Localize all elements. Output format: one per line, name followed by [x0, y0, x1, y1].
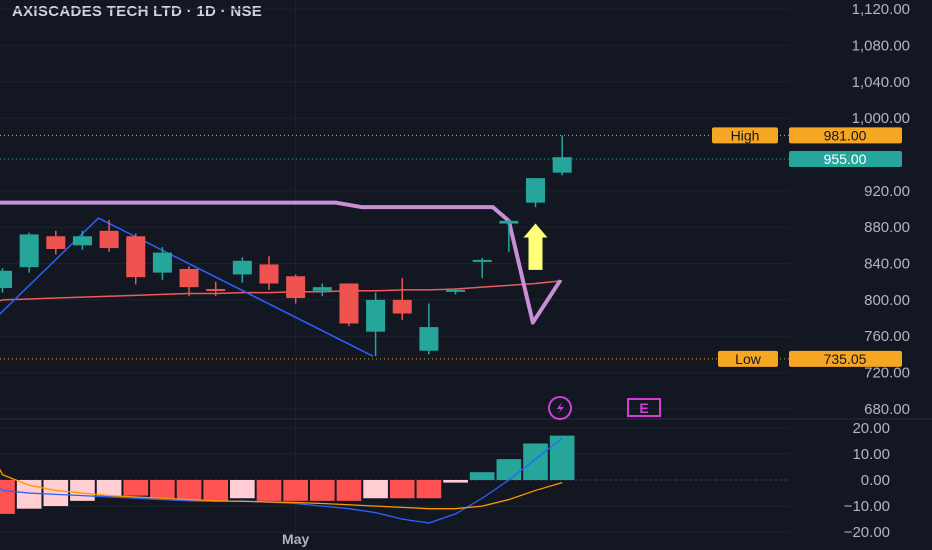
indicator-axis-label: −10.00	[844, 498, 890, 515]
candle-body[interactable]	[392, 299, 412, 314]
candle-body[interactable]	[419, 327, 439, 351]
candle-body[interactable]	[72, 236, 92, 246]
histogram-bar	[469, 472, 495, 480]
candle-body[interactable]	[259, 264, 279, 284]
histogram-bar	[416, 480, 442, 499]
candle-body[interactable]	[499, 220, 519, 224]
histogram-bar	[549, 435, 575, 480]
price-axis-label: 800.00	[864, 292, 910, 309]
histogram-bar	[70, 480, 95, 501]
lightning-icon[interactable]	[548, 396, 572, 420]
x-axis-label-may: May	[282, 531, 309, 547]
candle-body[interactable]	[179, 268, 199, 288]
candle-body[interactable]	[126, 236, 146, 278]
candle-body[interactable]	[366, 299, 386, 332]
price-axis-label: 680.00	[864, 401, 910, 418]
histogram-bar	[443, 480, 468, 483]
histogram-bar	[123, 480, 149, 496]
histogram-bar	[150, 480, 175, 499]
price-axis-label: 760.00	[864, 328, 910, 345]
high-tag-label: High	[731, 127, 760, 143]
high-tag	[712, 127, 778, 144]
earnings-icon[interactable]	[627, 398, 661, 417]
histogram-bar	[309, 480, 335, 501]
trendline[interactable]	[0, 217, 374, 357]
histogram-bar	[496, 459, 522, 480]
histogram-bar	[43, 480, 69, 507]
candle-body[interactable]	[0, 270, 12, 289]
high-value-tag	[789, 127, 902, 144]
histogram-bar	[256, 480, 282, 501]
signal-line	[0, 469, 563, 510]
candle-body[interactable]	[552, 157, 572, 173]
low-value-tag	[789, 350, 902, 367]
high-value-label: 981.00	[824, 127, 867, 143]
price-axis-label: 880.00	[864, 219, 910, 236]
price-axis-label: 920.00	[864, 183, 910, 200]
indicator-axis-label: 20.00	[852, 420, 890, 437]
histogram-bar	[0, 480, 15, 514]
candle-body[interactable]	[19, 234, 39, 268]
candle-body[interactable]	[232, 260, 252, 275]
price-axis-label: 720.00	[864, 365, 910, 382]
candle-body[interactable]	[46, 236, 66, 249]
candle-body[interactable]	[526, 178, 545, 203]
histogram-bar	[523, 443, 548, 480]
candle-body[interactable]	[99, 230, 119, 249]
histogram-bar	[96, 480, 122, 496]
low-tag-label: Low	[735, 351, 762, 367]
candle-body[interactable]	[339, 283, 359, 324]
candle-body[interactable]	[152, 252, 172, 273]
candle-body[interactable]	[206, 288, 226, 291]
moving-average-line	[0, 280, 563, 302]
histogram-bar	[203, 480, 229, 501]
low-value-label: 735.05	[824, 351, 867, 367]
price-axis-label: 1,120.00	[852, 1, 910, 18]
histogram-bar	[283, 480, 308, 501]
earnings-icon-label: E	[639, 400, 648, 416]
candle-body[interactable]	[312, 287, 332, 291]
histogram-bar	[16, 480, 42, 509]
low-tag	[718, 350, 778, 367]
price-axis-label: 1,000.00	[852, 110, 910, 127]
histogram-bar	[230, 480, 255, 499]
up-arrow-icon[interactable]	[523, 223, 548, 270]
level-drawing[interactable]	[0, 200, 562, 325]
histogram-bar	[336, 480, 362, 501]
current-price-label: 955.00	[824, 151, 867, 167]
indicator-axis-label: 0.00	[861, 472, 890, 489]
histogram-bar	[363, 480, 388, 499]
lightning-glyph	[557, 402, 564, 414]
price-axis-label: 840.00	[864, 256, 910, 273]
histogram-bar	[389, 480, 415, 499]
candle-body[interactable]	[286, 276, 306, 299]
indicator-axis-label: 10.00	[852, 446, 890, 463]
indicator-axis-label: −20.00	[844, 524, 890, 541]
price-axis-label: 1,040.00	[852, 74, 910, 91]
histogram-bar	[176, 480, 202, 501]
candle-body[interactable]	[472, 259, 492, 262]
current-price-tag	[789, 151, 902, 168]
price-axis-label: 1,080.00	[852, 37, 910, 54]
candle-body[interactable]	[446, 289, 466, 292]
chart-title: AXISCADES TECH LTD · 1D · NSE	[12, 3, 263, 20]
